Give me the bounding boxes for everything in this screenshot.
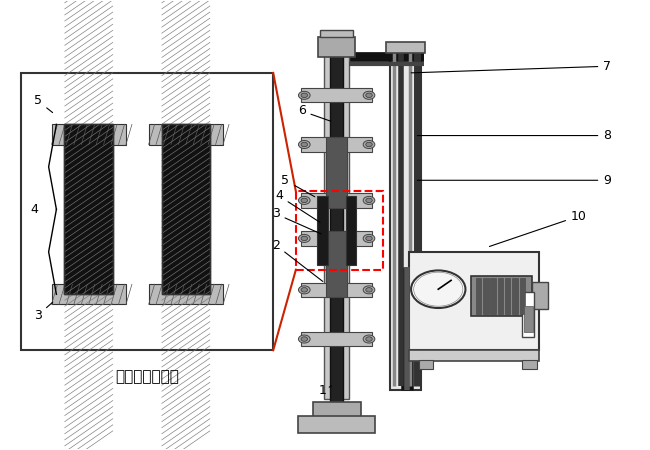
Bar <box>512 278 518 314</box>
Circle shape <box>363 140 375 148</box>
Text: 3: 3 <box>272 207 321 234</box>
Bar <box>320 31 353 37</box>
Bar <box>318 37 356 57</box>
Circle shape <box>301 288 307 292</box>
Circle shape <box>363 196 375 204</box>
Text: 2: 2 <box>272 238 323 281</box>
Bar <box>330 37 343 413</box>
Circle shape <box>298 196 310 204</box>
Circle shape <box>363 335 375 343</box>
Bar <box>523 292 534 337</box>
Bar <box>386 42 424 53</box>
Text: 5: 5 <box>281 174 315 197</box>
Text: 10: 10 <box>489 210 587 247</box>
Circle shape <box>301 198 307 202</box>
Bar <box>301 283 372 297</box>
Circle shape <box>411 270 465 308</box>
Circle shape <box>301 236 307 241</box>
Circle shape <box>366 288 372 292</box>
Circle shape <box>298 286 310 294</box>
Bar <box>51 284 126 304</box>
Bar <box>483 278 489 314</box>
Circle shape <box>301 93 307 98</box>
Text: 4: 4 <box>275 189 320 222</box>
Bar <box>409 350 539 361</box>
Bar <box>21 73 273 350</box>
Text: 加工区域放大图: 加工区域放大图 <box>115 369 179 385</box>
Circle shape <box>366 142 372 147</box>
Circle shape <box>363 286 375 294</box>
Bar <box>51 124 126 144</box>
Bar <box>317 196 328 265</box>
Circle shape <box>298 140 310 148</box>
Circle shape <box>298 335 310 343</box>
Text: 8: 8 <box>417 129 611 142</box>
Text: 6: 6 <box>298 104 331 121</box>
Circle shape <box>301 337 307 341</box>
Text: 5: 5 <box>34 94 53 112</box>
Circle shape <box>298 91 310 99</box>
Bar <box>390 46 421 391</box>
Bar <box>324 50 349 400</box>
Text: 1: 1 <box>318 384 332 397</box>
Bar <box>519 278 525 314</box>
Circle shape <box>298 234 310 243</box>
Bar <box>471 275 532 316</box>
Bar <box>409 252 539 350</box>
Bar <box>301 88 372 103</box>
Text: 7: 7 <box>411 60 611 73</box>
Bar <box>64 124 113 294</box>
Bar <box>490 278 496 314</box>
Bar <box>301 137 372 152</box>
Circle shape <box>366 337 372 341</box>
Circle shape <box>363 234 375 243</box>
Bar <box>296 191 384 270</box>
Bar <box>326 137 347 207</box>
Bar <box>298 416 376 433</box>
Bar <box>505 278 510 314</box>
Bar <box>162 124 210 294</box>
Circle shape <box>366 236 372 241</box>
Bar <box>149 124 223 144</box>
Bar <box>419 360 433 369</box>
Bar <box>149 284 223 304</box>
Bar <box>532 282 549 309</box>
Bar <box>524 306 533 333</box>
Circle shape <box>413 272 463 306</box>
Circle shape <box>366 198 372 202</box>
Circle shape <box>366 93 372 98</box>
Bar <box>326 231 347 297</box>
Circle shape <box>363 91 375 99</box>
Bar <box>64 124 113 294</box>
Text: 9: 9 <box>417 174 611 187</box>
Bar <box>313 402 361 417</box>
Circle shape <box>301 142 307 147</box>
Bar <box>301 231 372 246</box>
Bar <box>301 193 372 207</box>
Bar <box>346 196 356 265</box>
Bar <box>498 278 503 314</box>
Bar <box>301 332 372 346</box>
Bar <box>476 278 481 314</box>
Bar <box>523 360 537 369</box>
Text: 4: 4 <box>31 203 38 216</box>
Text: 3: 3 <box>34 302 53 322</box>
Bar <box>162 124 210 294</box>
